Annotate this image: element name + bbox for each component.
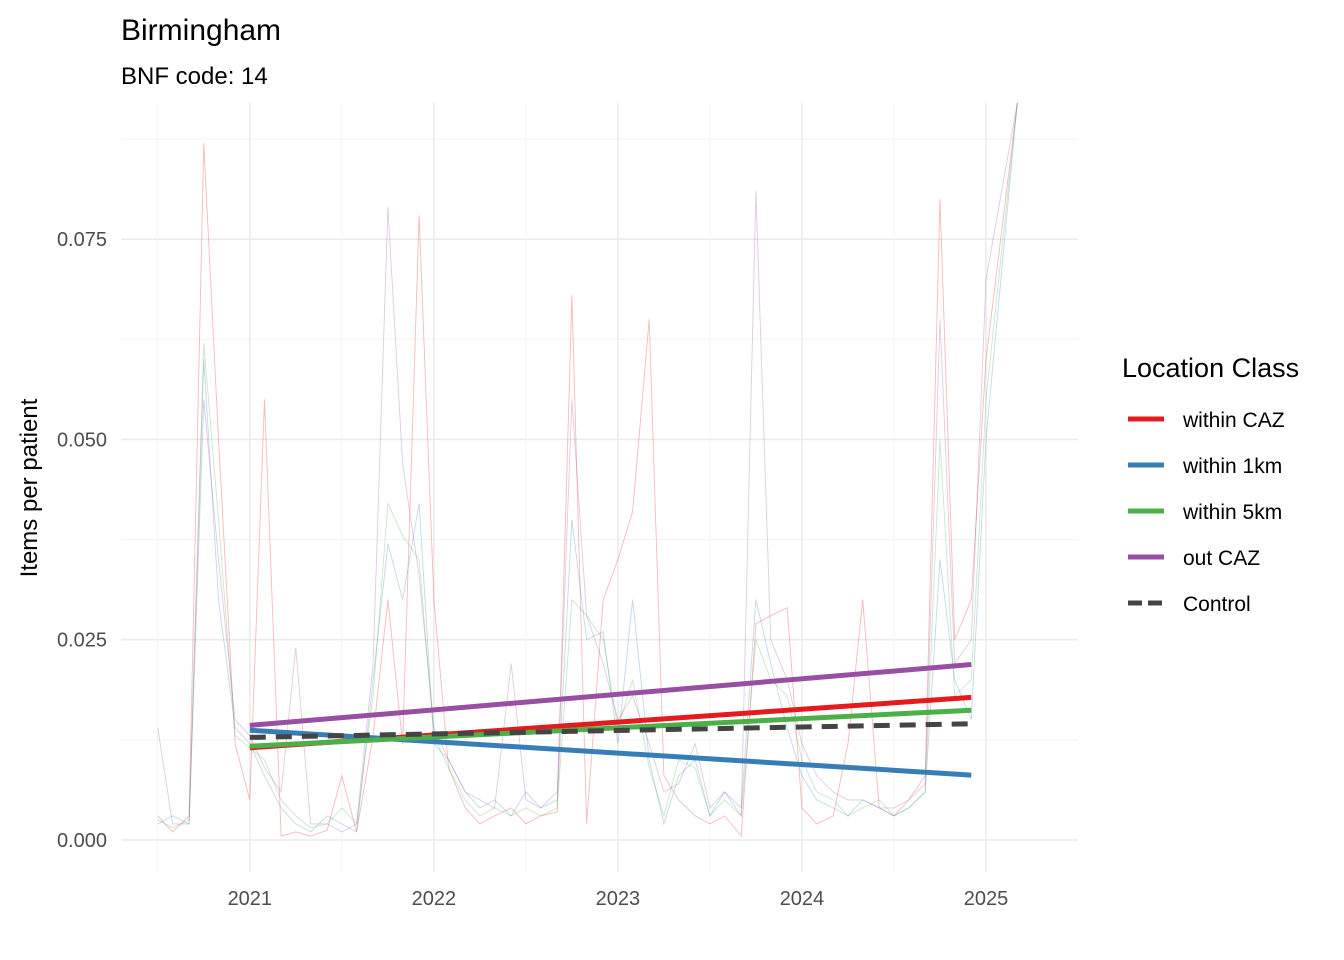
y-tick-label: 0.075 (57, 229, 107, 251)
trend-line-control (249, 721, 972, 740)
grid (121, 103, 1078, 872)
legend-label-within-caz: within CAZ (1182, 409, 1285, 432)
raw-series-within-5km (157, 102, 1018, 829)
trend-line-out-caz (249, 662, 972, 728)
legend-label-within-5km: within 5km (1182, 501, 1282, 524)
x-tick-label: 2021 (228, 888, 273, 910)
raw-series-lines (157, 102, 1018, 838)
x-tick-label: 2023 (596, 888, 641, 910)
chart-title: Birmingham (121, 14, 281, 47)
y-tick-label: 0.000 (57, 830, 107, 852)
y-tick-label: 0.050 (57, 429, 107, 451)
legend-label-within-1km: within 1km (1182, 455, 1282, 478)
raw-series-out-caz (157, 102, 1018, 833)
x-tick-label: 2025 (964, 888, 1009, 910)
legend-label-control: Control (1183, 593, 1251, 616)
x-tick-label: 2024 (780, 888, 825, 910)
y-tick-label: 0.025 (57, 630, 107, 652)
raw-series-within-1km (157, 102, 1018, 833)
legend: Location Class within CAZ within 1km withi… (1122, 353, 1299, 616)
y-axis-title: Items per patient (16, 398, 43, 577)
x-tick-label: 2022 (412, 888, 457, 910)
legend-label-out-caz: out CAZ (1183, 547, 1260, 570)
legend-title: Location Class (1122, 353, 1299, 383)
trend-line-within-5km (249, 707, 972, 749)
raw-series-within-caz (157, 102, 1018, 838)
axes: 0.000 0.025 0.050 0.075 2021 2022 2023 2024 2025 (57, 229, 1008, 910)
chart-subtitle: BNF code: 14 (121, 63, 268, 90)
trend-lines (249, 662, 972, 778)
trend-line-within-1km (249, 727, 972, 778)
